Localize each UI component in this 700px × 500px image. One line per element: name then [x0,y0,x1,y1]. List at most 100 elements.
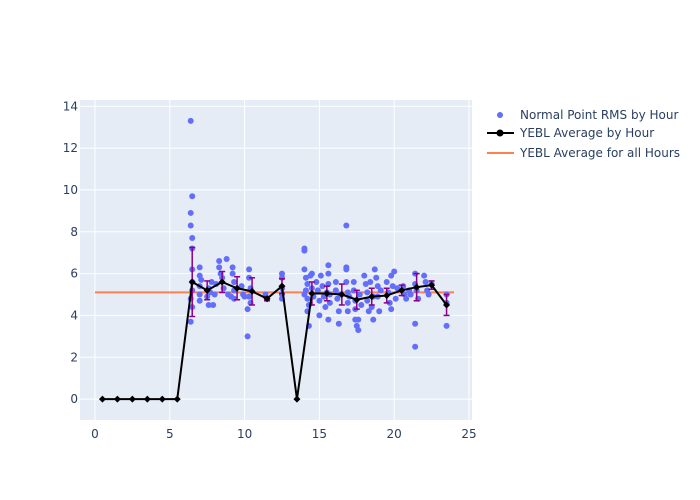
legend-item-average[interactable]: YEBL Average by Hour [487,126,654,140]
y-tick-label: 6 [70,267,78,281]
scatter-point [425,291,432,298]
scatter-point [302,274,309,281]
scatter-point [371,266,378,273]
scatter-point [412,343,419,350]
average-point [203,286,211,294]
x-tick-label: 0 [91,427,99,441]
y-tick-label: 10 [63,183,78,197]
average-point [113,395,121,403]
scatter-point [216,258,223,265]
average-point [383,292,391,300]
scatter-point [443,322,450,329]
scatter-point [358,301,365,308]
scatter-point [361,272,368,279]
scatter-point [332,278,339,285]
x-axis-ticks: 0 5 10 15 20 25 [91,427,477,441]
scatter-point [301,291,308,298]
scatter-point [210,301,217,308]
legend-label-overall: YEBL Average for all Hours [519,146,680,160]
scatter-point [187,318,194,325]
scatter-point [229,270,236,277]
scatter-point [317,272,324,279]
average-point [278,282,286,290]
scatter-point [373,274,380,281]
scatter-point [231,278,238,285]
average-point [128,395,136,403]
scatter-point [319,283,326,290]
y-axis-ticks: 0 2 4 6 8 10 12 14 [63,99,78,406]
scatter-point [205,301,212,308]
scatter-point [394,285,401,292]
scatter-point [238,283,245,290]
scatter-point [388,272,395,279]
x-tick-label: 25 [461,427,476,441]
legend-item-overall[interactable]: YEBL Average for all Hours [487,146,680,160]
scatter-point [364,297,371,304]
scatter-point [189,193,196,200]
scatter-point [362,281,369,288]
scatter-point [314,287,321,294]
scatter-point [392,295,399,302]
scatter-point [223,255,230,262]
scatter-point [370,316,377,323]
average-point [143,395,151,403]
scatter-point [196,291,203,298]
average-point [413,283,421,291]
scatter-point [383,278,390,285]
scatter-point [388,306,395,313]
legend-average-marker [496,129,504,137]
y-tick-label: 0 [70,392,78,406]
scatter-point [389,283,396,290]
legend-label-average: YEBL Average by Hour [519,126,654,140]
legend-item-scatter[interactable]: Normal Point RMS by Hour [497,108,678,122]
scatter-point [316,297,323,304]
scatter-point [355,327,362,334]
grid-lines [80,100,472,420]
average-point [368,293,376,301]
legend-label-scatter: Normal Point RMS by Hour [520,108,678,122]
scatter-point [304,295,311,302]
scatter-point [316,312,323,319]
scatter-point [216,264,223,271]
average-point [338,291,346,299]
scatter-point [325,262,332,269]
scatter-point [343,222,350,229]
scatter-point [244,306,251,313]
scatter-point [422,278,429,285]
scatter-point [344,308,351,315]
average-point [398,286,406,294]
scatter-point [187,117,194,124]
scatter-point [355,316,362,323]
average-point [428,281,436,289]
scatter-point [198,276,205,283]
scatter-point [376,308,383,315]
average-point [233,284,241,292]
scatter-layer [187,117,450,350]
scatter-point [241,293,248,300]
scatter-point [229,264,236,271]
legend[interactable]: Normal Point RMS by Hour YEBL Average by… [487,108,680,160]
x-tick-label: 15 [312,427,327,441]
scatter-point [196,264,203,271]
y-tick-label: 8 [70,225,78,239]
legend-scatter-marker [497,112,503,118]
x-tick-label: 5 [166,427,174,441]
average-point [308,289,316,297]
scatter-point [367,278,374,285]
scatter-point [228,293,235,300]
scatter-point [189,235,196,242]
scatter-point [246,293,253,300]
scatter-point [308,270,315,277]
average-point [188,278,196,286]
scatter-point [246,266,253,273]
average-point [248,287,256,295]
scatter-point [332,287,339,294]
average-point [158,395,166,403]
average-point [218,278,226,286]
x-tick-label: 10 [237,427,252,441]
average-point [443,301,451,309]
scatter-point [187,222,194,229]
y-tick-label: 2 [70,350,78,364]
average-point [293,395,301,403]
